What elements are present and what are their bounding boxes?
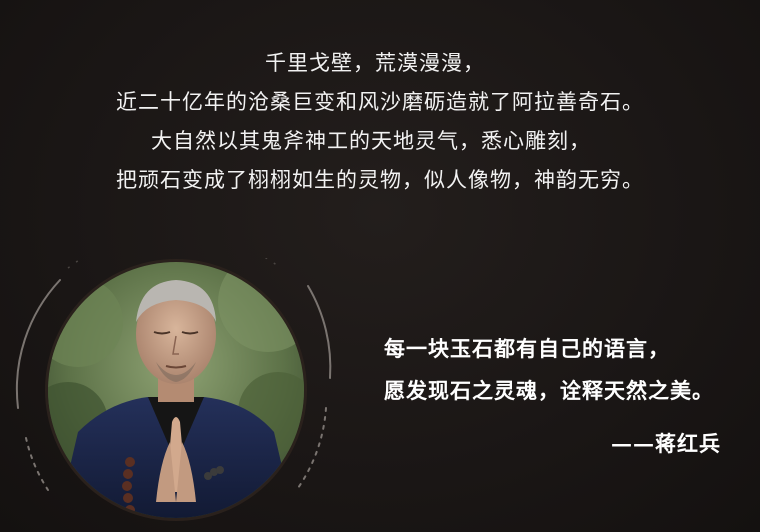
intro-paragraph: 千里戈壁，荒漠漫漫， 近二十亿年的沧桑巨变和风沙磨砺造就了阿拉善奇石。 大自然以… xyxy=(0,44,760,200)
quote-block: 每一块玉石都有自己的语言， 愿发现石之灵魂，诠释天然之美。 xyxy=(384,328,714,412)
portrait-photo xyxy=(48,262,304,518)
quote-line-2: 愿发现石之灵魂，诠释天然之美。 xyxy=(384,378,714,403)
intro-line-1: 千里戈壁，荒漠漫漫， xyxy=(265,51,485,75)
intro-line-3: 大自然以其鬼斧神工的天地灵气，悉心雕刻， xyxy=(151,129,591,153)
decorative-arcs xyxy=(15,258,332,491)
intro-line-2: 近二十亿年的沧桑巨变和风沙磨砺造就了阿拉善奇石。 xyxy=(116,90,644,114)
intro-line-4: 把顽石变成了栩栩如生的灵物，似人像物，神韵无穷。 xyxy=(116,168,644,192)
portrait-section xyxy=(8,258,338,528)
quote-line-1: 每一块玉石都有自己的语言， xyxy=(384,336,670,361)
quote-author: ——蒋红兵 xyxy=(611,431,721,456)
